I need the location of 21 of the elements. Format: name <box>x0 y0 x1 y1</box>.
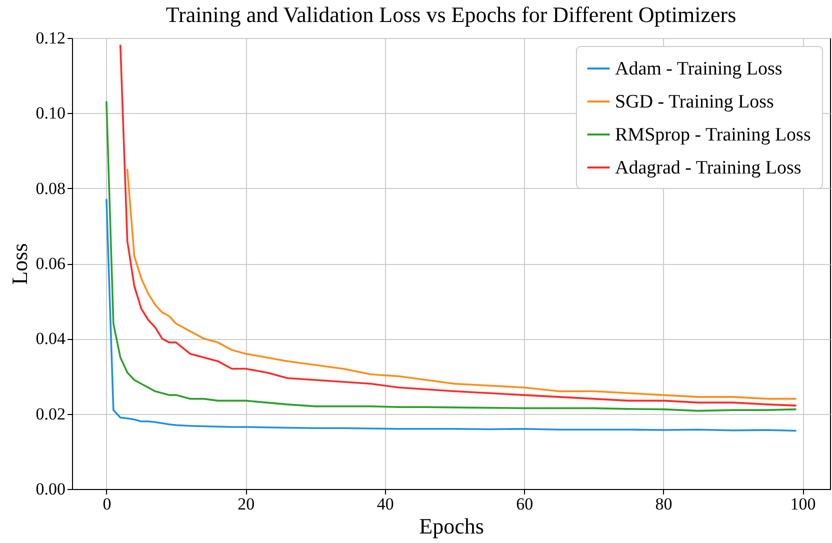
x-axis-title: Epochs <box>419 514 484 538</box>
legend-label: Adagrad - Training Loss <box>615 158 802 178</box>
chart-title: Training and Validation Loss vs Epochs for Different Optimizers <box>166 2 736 27</box>
x-tick-label: 0 <box>102 494 112 514</box>
line-series <box>106 198 796 432</box>
x-tick-label: 80 <box>655 494 672 514</box>
x-tick-label: 20 <box>238 494 255 514</box>
x-tick-label: 60 <box>516 494 534 514</box>
y-tick-label: 0.12 <box>36 28 66 48</box>
legend-label: SGD - Training Loss <box>615 92 774 112</box>
y-tick-label: 0.06 <box>36 254 66 273</box>
y-tick-label: 0.02 <box>36 404 66 424</box>
y-axis-title: Loss <box>6 243 32 285</box>
y-tick-label: 0.10 <box>36 104 66 123</box>
legend-label: RMSprop - Training Loss <box>615 124 811 146</box>
y-tick-label: 0.00 <box>36 480 66 498</box>
y-tick-label: 0.04 <box>36 329 66 348</box>
legend-label: Adam - Training Loss <box>615 58 782 80</box>
x-tick-label: 100 <box>790 494 816 514</box>
y-tick-label: 0.08 <box>36 178 66 198</box>
x-tick-label: 40 <box>376 494 394 514</box>
